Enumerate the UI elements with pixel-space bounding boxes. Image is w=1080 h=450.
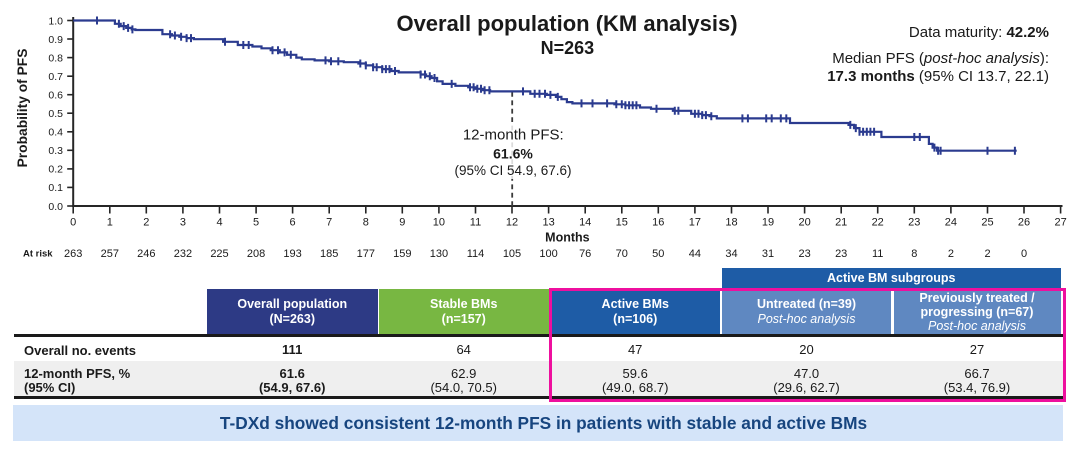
svg-text:3: 3 [180, 217, 186, 229]
svg-text:159: 159 [393, 248, 411, 260]
svg-text:27: 27 [1054, 217, 1066, 229]
svg-text:114: 114 [467, 248, 485, 260]
svg-text:16: 16 [652, 217, 664, 229]
svg-text:232: 232 [174, 248, 192, 260]
svg-text:1.0: 1.0 [48, 15, 63, 27]
svg-text:257: 257 [101, 248, 119, 260]
svg-text:50: 50 [652, 248, 664, 260]
svg-text:23: 23 [908, 217, 920, 229]
svg-text:0.8: 0.8 [48, 52, 63, 64]
svg-text:12: 12 [506, 217, 518, 229]
svg-text:4: 4 [216, 217, 222, 229]
svg-text:0.1: 0.1 [48, 182, 63, 194]
svg-text:19: 19 [762, 217, 774, 229]
svg-text:6: 6 [290, 217, 296, 229]
svg-text:5: 5 [253, 217, 259, 229]
svg-text:193: 193 [283, 248, 301, 260]
svg-text:20: 20 [798, 217, 810, 229]
svg-text:70: 70 [616, 248, 628, 260]
svg-text:0.4: 0.4 [48, 127, 63, 139]
svg-text:25: 25 [981, 217, 993, 229]
svg-text:1: 1 [107, 217, 113, 229]
svg-text:Probability of PFS: Probability of PFS [15, 49, 30, 168]
svg-text:0.7: 0.7 [48, 71, 63, 83]
svg-text:44: 44 [689, 248, 701, 260]
svg-text:130: 130 [430, 248, 448, 260]
svg-text:22: 22 [872, 217, 884, 229]
svg-text:0.3: 0.3 [48, 145, 63, 157]
svg-text:61.6%: 61.6% [493, 146, 533, 162]
svg-text:2: 2 [948, 248, 954, 260]
svg-text:76: 76 [579, 248, 591, 260]
svg-text:18: 18 [725, 217, 737, 229]
svg-text:26: 26 [1018, 217, 1030, 229]
svg-text:23: 23 [798, 248, 810, 260]
svg-text:225: 225 [210, 248, 228, 260]
svg-text:21: 21 [835, 217, 847, 229]
svg-text:100: 100 [539, 248, 557, 260]
svg-text:At risk: At risk [23, 249, 53, 260]
svg-text:(95% CI 54.9, 67.6): (95% CI 54.9, 67.6) [454, 163, 571, 178]
svg-text:105: 105 [503, 248, 521, 260]
svg-text:0: 0 [70, 217, 76, 229]
svg-text:185: 185 [320, 248, 338, 260]
svg-text:177: 177 [357, 248, 375, 260]
svg-text:10: 10 [433, 217, 445, 229]
svg-text:0.6: 0.6 [48, 90, 63, 102]
svg-text:0.2: 0.2 [48, 164, 63, 176]
svg-text:31: 31 [762, 248, 774, 260]
svg-text:15: 15 [616, 217, 628, 229]
svg-text:14: 14 [579, 217, 591, 229]
svg-text:Months: Months [545, 231, 589, 245]
svg-text:24: 24 [945, 217, 957, 229]
svg-text:12-month PFS:: 12-month PFS: [463, 127, 564, 144]
svg-text:246: 246 [137, 248, 155, 260]
svg-text:11: 11 [470, 217, 481, 229]
svg-text:34: 34 [725, 248, 737, 260]
svg-text:263: 263 [64, 248, 82, 260]
svg-text:23: 23 [835, 248, 847, 260]
svg-text:9: 9 [399, 217, 405, 229]
svg-text:8: 8 [911, 248, 917, 260]
svg-text:2: 2 [143, 217, 149, 229]
svg-text:0.5: 0.5 [48, 108, 63, 120]
svg-text:17: 17 [689, 217, 701, 229]
svg-text:8: 8 [363, 217, 369, 229]
svg-text:0.0: 0.0 [48, 201, 63, 213]
svg-text:208: 208 [247, 248, 265, 260]
svg-text:2: 2 [984, 248, 990, 260]
svg-text:0.9: 0.9 [48, 34, 63, 46]
svg-text:0: 0 [1021, 248, 1027, 260]
svg-text:7: 7 [326, 217, 332, 229]
svg-text:13: 13 [542, 217, 554, 229]
svg-text:11: 11 [872, 248, 883, 260]
